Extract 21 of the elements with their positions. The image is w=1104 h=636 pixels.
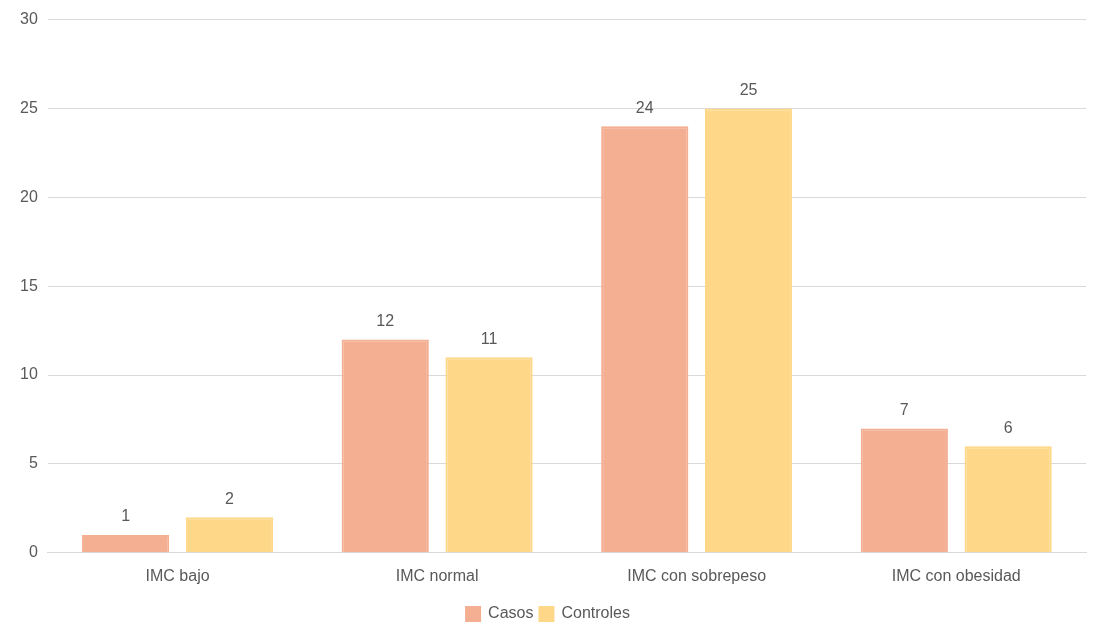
legend-label: Casos [488,604,534,622]
data-label: 7 [899,400,909,418]
y-tick-label: 5 [28,454,38,472]
x-tick-label: IMC con obesidad [891,566,1021,584]
data-label: 25 [739,80,758,98]
y-tick-label: 25 [20,98,38,116]
data-label: 2 [225,489,235,507]
y-tick-label: 30 [20,10,38,28]
data-label: 11 [480,329,498,347]
x-tick-label: IMC con sobrepeso [627,566,767,584]
legend-label: Controles [561,604,630,622]
y-tick-label: 0 [28,543,38,561]
data-label: 6 [1003,418,1013,436]
x-tick-label: IMC bajo [145,566,210,584]
y-tick-label: 15 [20,276,38,294]
data-label: 1 [121,507,131,525]
x-tick-label: IMC normal [395,566,479,584]
data-label: 24 [635,98,654,116]
data-label: 12 [376,311,395,329]
y-tick-label: 10 [20,365,38,383]
y-tick-label: 20 [20,187,38,205]
